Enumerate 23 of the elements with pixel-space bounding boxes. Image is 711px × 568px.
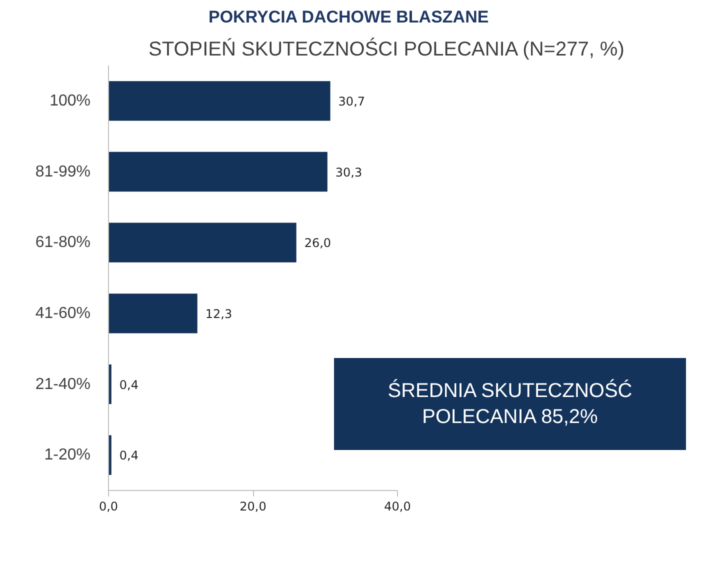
data-label: 0,4: [119, 448, 138, 463]
bar: [108, 81, 330, 121]
chart-title: POKRYCIA DACHOWE BLASZANE: [208, 8, 489, 26]
data-label: 26,0: [304, 236, 332, 250]
x-tick-label: 40,0: [384, 500, 411, 514]
data-label: 12,3: [205, 306, 232, 321]
y-tick-label: 61-80%: [35, 234, 91, 252]
data-label: 0,4: [119, 378, 138, 392]
annotation: ŚREDNIA SKUTECZNOŚĆ POLECANIA 85,2%: [388, 378, 632, 430]
x-tick-label: 0,0: [98, 500, 118, 514]
bar: [108, 152, 328, 192]
bar: [108, 294, 198, 334]
y-tick-label: 81-99%: [35, 163, 91, 180]
data-label: 30,7: [338, 94, 366, 108]
bar: [108, 222, 296, 262]
annotation-box: ŚREDNIA SKUTECZNOŚĆ POLECANIA 85,2%: [334, 358, 686, 450]
chart-subtitle: STOPIEŃ SKUTECZNOŚCI POLECANIA (N=277, %): [148, 38, 624, 60]
y-tick-label: 21-40%: [35, 376, 91, 393]
y-tick-label: 1-20%: [44, 446, 90, 464]
x-tick-label: 20,0: [240, 500, 266, 514]
y-tick-label: 41-60%: [35, 304, 91, 322]
y-tick-label: 100%: [50, 92, 90, 110]
data-label: 30,3: [335, 165, 362, 180]
